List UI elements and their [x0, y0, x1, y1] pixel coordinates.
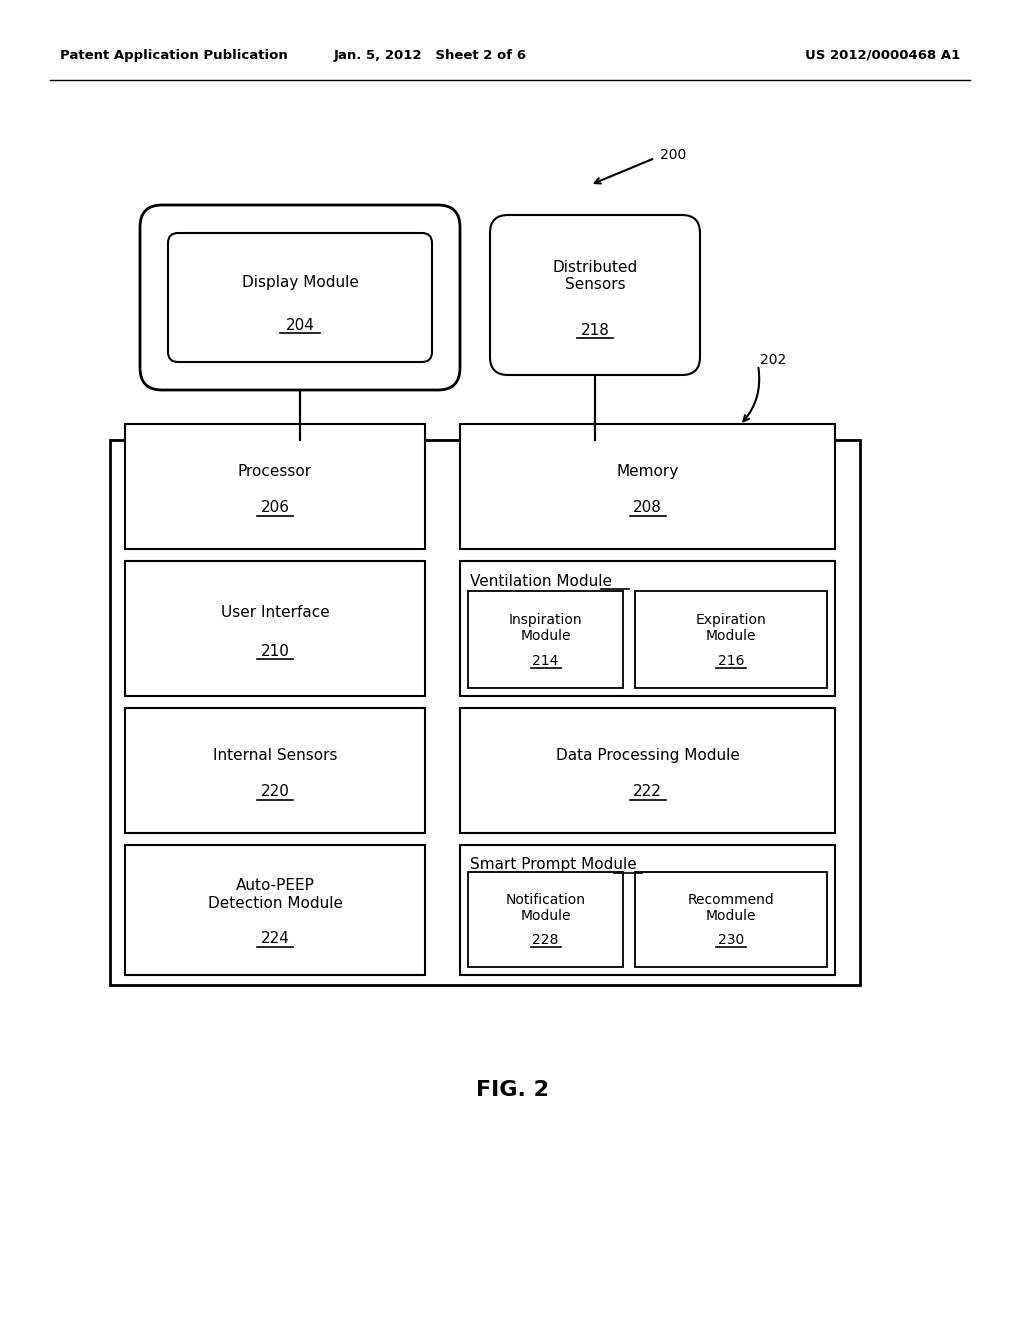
Text: 206: 206 — [260, 500, 290, 515]
Bar — [635, 873, 827, 968]
Text: Notification
Module: Notification Module — [506, 894, 586, 923]
FancyBboxPatch shape — [168, 234, 432, 362]
Bar — [635, 591, 827, 688]
Text: Display Module: Display Module — [242, 275, 358, 290]
Text: 218: 218 — [581, 322, 609, 338]
Bar — [468, 591, 623, 688]
Bar — [125, 561, 425, 696]
Bar — [468, 873, 623, 968]
Bar — [460, 561, 835, 696]
Text: Smart Prompt Module: Smart Prompt Module — [470, 858, 637, 873]
Bar — [125, 424, 425, 549]
Text: 216: 216 — [718, 653, 744, 668]
Text: Auto-PEEP
Detection Module: Auto-PEEP Detection Module — [208, 878, 342, 911]
FancyBboxPatch shape — [140, 205, 460, 389]
Text: 200: 200 — [660, 148, 686, 162]
Text: 208: 208 — [633, 500, 662, 515]
Text: Processor: Processor — [238, 465, 312, 479]
Text: 202: 202 — [760, 352, 786, 367]
Text: Expiration
Module: Expiration Module — [695, 612, 766, 643]
Bar — [125, 845, 425, 975]
Text: Distributed
Sensors: Distributed Sensors — [552, 260, 638, 292]
Bar — [460, 424, 835, 549]
Text: 210: 210 — [260, 644, 290, 659]
Text: Internal Sensors: Internal Sensors — [213, 748, 337, 763]
Text: Jan. 5, 2012   Sheet 2 of 6: Jan. 5, 2012 Sheet 2 of 6 — [334, 49, 526, 62]
Text: 224: 224 — [260, 931, 290, 946]
FancyBboxPatch shape — [490, 215, 700, 375]
Text: User Interface: User Interface — [220, 605, 330, 620]
Text: 214: 214 — [532, 653, 559, 668]
Text: 222: 222 — [633, 784, 662, 799]
Text: 204: 204 — [286, 318, 314, 333]
Bar — [110, 440, 860, 985]
Text: 220: 220 — [260, 784, 290, 799]
Text: 230: 230 — [718, 933, 744, 948]
Text: US 2012/0000468 A1: US 2012/0000468 A1 — [805, 49, 961, 62]
Text: Memory: Memory — [616, 465, 679, 479]
Bar — [460, 708, 835, 833]
Bar — [125, 708, 425, 833]
Text: FIG. 2: FIG. 2 — [475, 1080, 549, 1100]
Bar — [460, 845, 835, 975]
Text: 228: 228 — [532, 933, 559, 948]
Text: Data Processing Module: Data Processing Module — [556, 748, 739, 763]
Text: Recommend
Module: Recommend Module — [688, 894, 774, 923]
Text: Ventilation Module: Ventilation Module — [470, 573, 612, 589]
Text: Patent Application Publication: Patent Application Publication — [60, 49, 288, 62]
Text: Inspiration
Module: Inspiration Module — [509, 612, 583, 643]
